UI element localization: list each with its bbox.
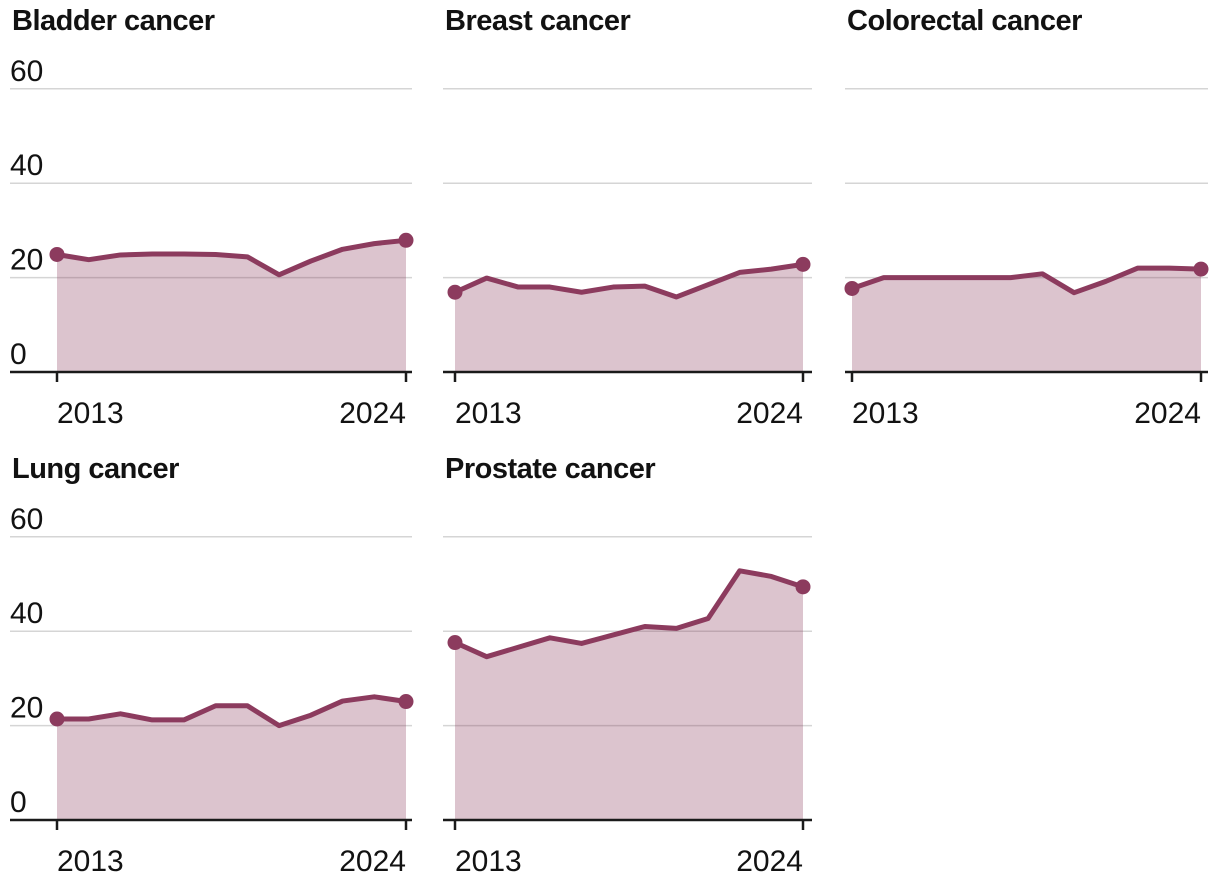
chart-plot: 0 20 40 60 2013 2024	[10, 55, 414, 430]
svg-text:2013: 2013	[455, 845, 522, 878]
chart-title: Bladder cancer	[12, 5, 215, 37]
svg-text:60: 60	[10, 55, 43, 88]
chart-plot: 0 20 40 60 2013 2024	[10, 503, 414, 878]
svg-text:2024: 2024	[1134, 397, 1201, 430]
svg-text:2013: 2013	[57, 845, 124, 878]
svg-text:40: 40	[10, 597, 43, 630]
svg-text:2024: 2024	[736, 845, 803, 878]
svg-text:2013: 2013	[852, 397, 919, 430]
chart-plot: 2013 2024	[844, 88, 1209, 430]
svg-text:20: 20	[10, 244, 43, 277]
chart-plot: 2013 2024	[443, 536, 812, 878]
chart-title: Breast cancer	[445, 5, 631, 37]
svg-text:20: 20	[10, 692, 43, 725]
chart-colorectal-cancer: Colorectal cancer 2013 2024	[844, 0, 1209, 438]
svg-text:0: 0	[10, 338, 27, 371]
svg-text:2013: 2013	[57, 397, 124, 430]
chart-bladder-cancer: Bladder cancer 0 20 40 60 2013 2024	[10, 0, 414, 438]
svg-text:2024: 2024	[736, 397, 803, 430]
svg-text:2024: 2024	[339, 845, 406, 878]
chart-prostate-cancer: Prostate cancer 2013 2024	[443, 448, 812, 886]
chart-plot: 2013 2024	[443, 88, 812, 430]
chart-lung-cancer: Lung cancer 0 20 40 60 2013 2024	[10, 448, 414, 886]
chart-title: Colorectal cancer	[847, 5, 1082, 37]
chart-title: Lung cancer	[12, 453, 179, 485]
chart-title: Prostate cancer	[445, 453, 656, 485]
svg-text:40: 40	[10, 149, 43, 182]
svg-text:0: 0	[10, 786, 27, 819]
svg-text:2024: 2024	[339, 397, 406, 430]
chart-breast-cancer: Breast cancer 2013 2024	[443, 0, 812, 438]
svg-text:2013: 2013	[455, 397, 522, 430]
svg-text:60: 60	[10, 503, 43, 536]
